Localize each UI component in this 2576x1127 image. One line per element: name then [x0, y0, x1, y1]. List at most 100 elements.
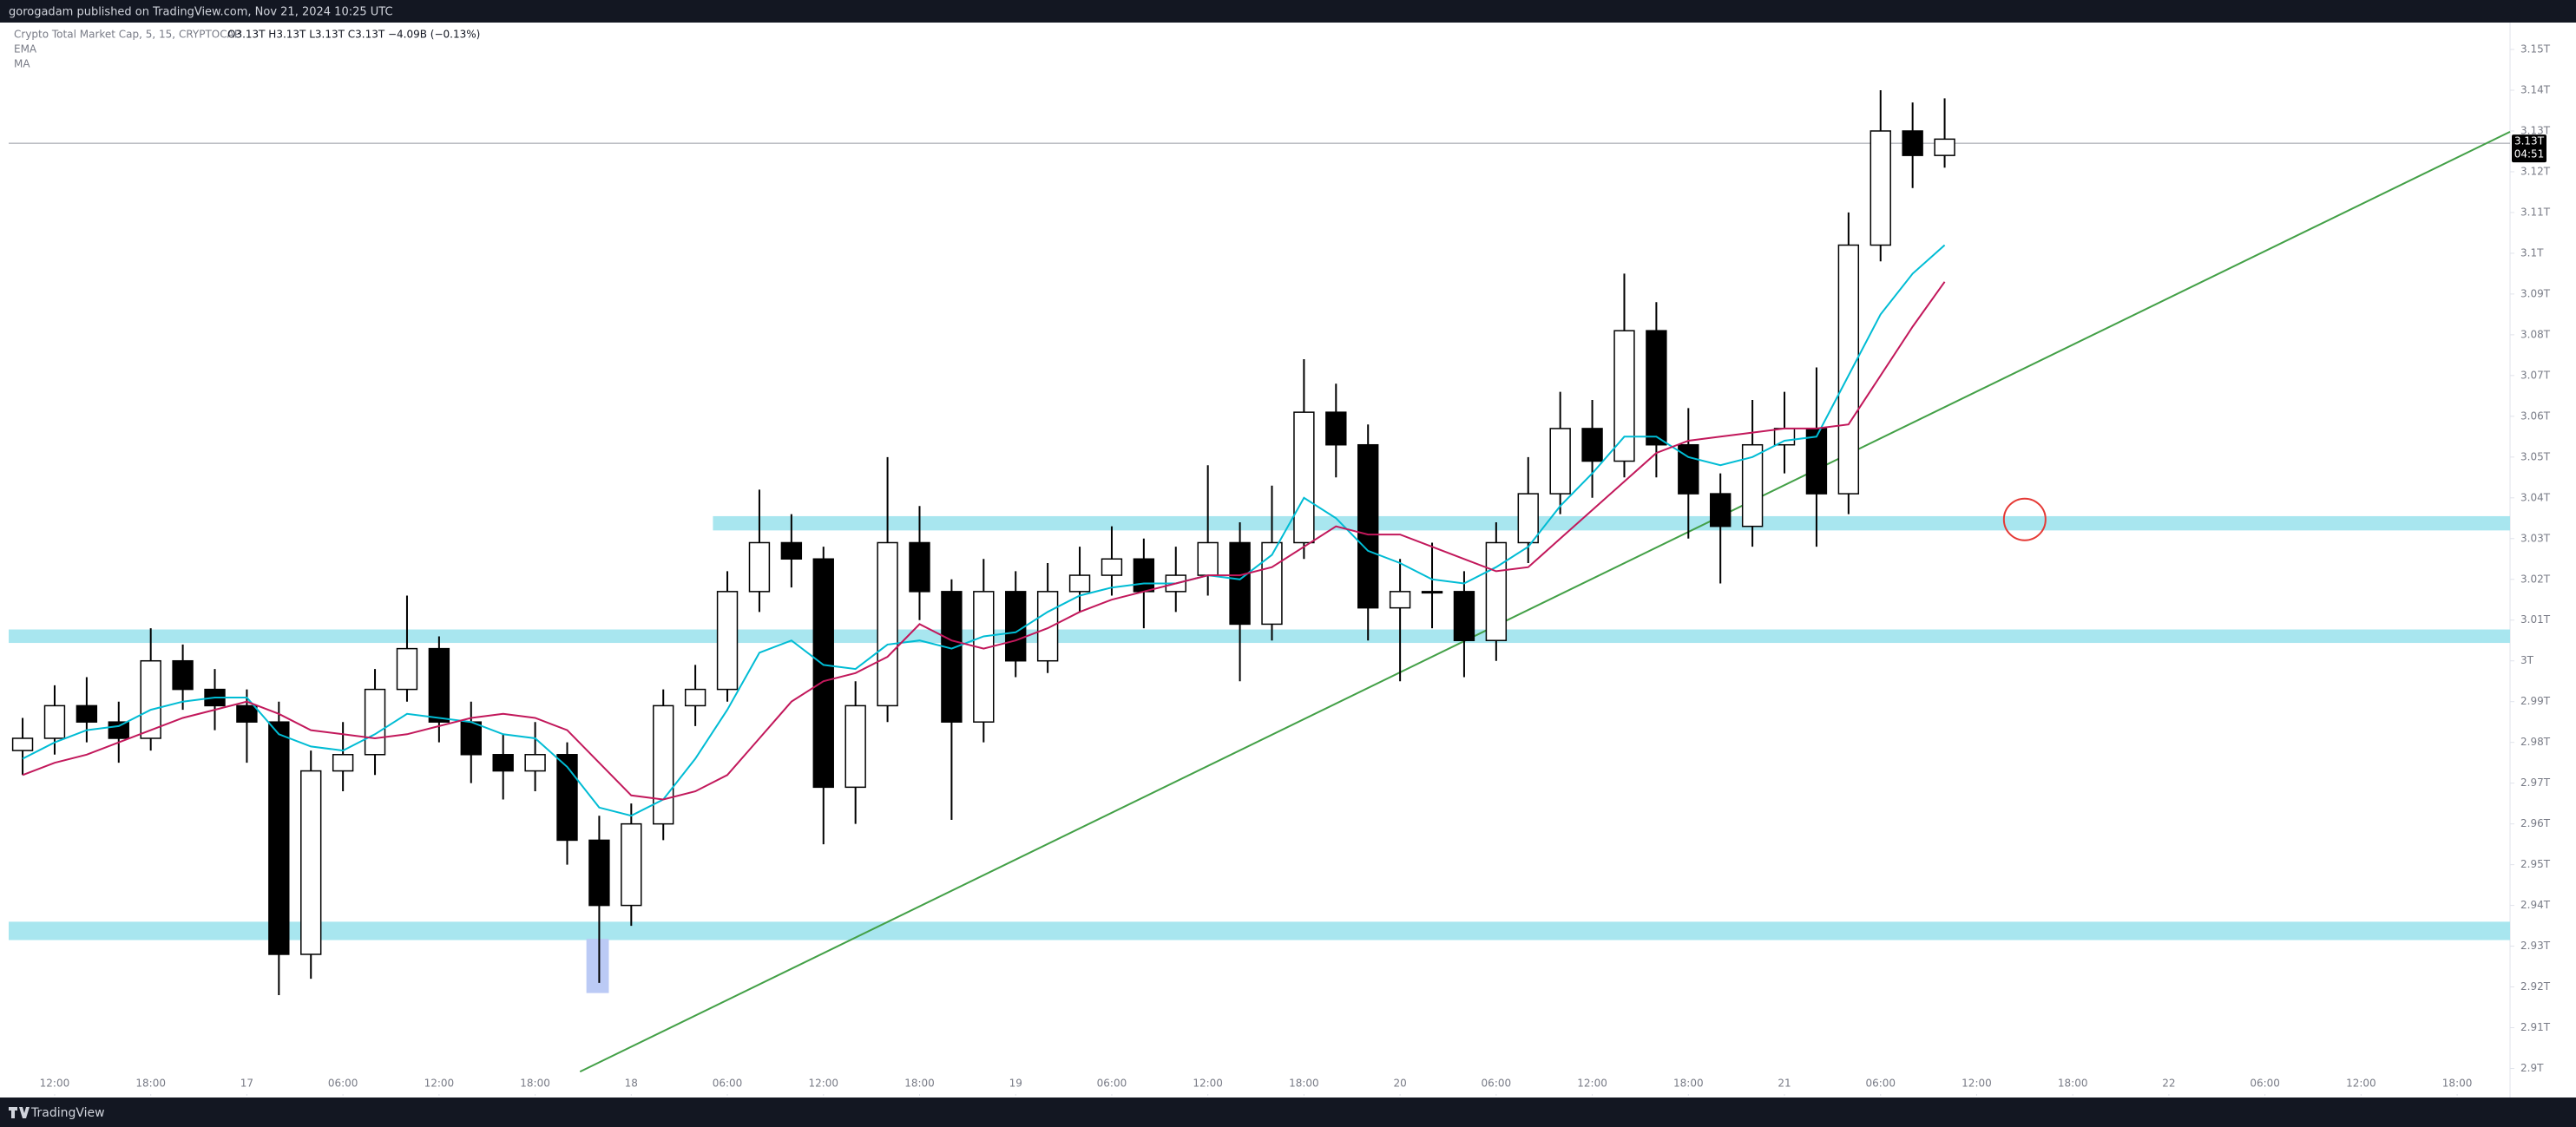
x-tick-label: 06:00: [328, 1078, 358, 1090]
legend-ema: EMA: [14, 43, 37, 56]
candle-body: [11, 737, 34, 751]
candle-body: [556, 754, 578, 842]
x-tick-label: 06:00: [2250, 1078, 2280, 1090]
candle-body: [1646, 330, 1667, 446]
y-tick-label: 3.1T: [2520, 246, 2544, 259]
y-tick-label: 3.11T: [2520, 206, 2551, 218]
candle-body: [1581, 428, 1603, 462]
logo-icon: [9, 1107, 30, 1118]
candle-body: [1710, 493, 1732, 527]
y-tick-label: 3.14T: [2520, 83, 2551, 95]
legend-ma: MA: [14, 58, 30, 70]
x-tick-label: 12:00: [1962, 1078, 1992, 1090]
candle-body: [1485, 541, 1508, 641]
y-tick-label: 3.03T: [2520, 532, 2551, 544]
x-tick-label: 18:00: [2058, 1078, 2088, 1090]
candle-body: [877, 541, 898, 707]
candle-body: [428, 647, 450, 723]
x-tick-label: 18:00: [2442, 1078, 2473, 1090]
candle-body: [332, 754, 354, 772]
candle-body: [524, 754, 546, 772]
plot: 2.9T 2.91T 2.92T 2.93T 2.94T 2.95T 2.96T 2.97T 2…: [9, 23, 2551, 1098]
x-tick-label: 06:00: [1097, 1078, 1127, 1090]
y-tick-label: 3.06T: [2520, 410, 2551, 422]
x-tick-label: 12:00: [40, 1078, 70, 1090]
x-tick-label: 18:00: [904, 1078, 935, 1090]
candle-body: [1325, 411, 1347, 446]
indicator-line: [22, 244, 1946, 817]
candle-body: [1934, 138, 1955, 156]
x-tick-label: 12:00: [1577, 1078, 1607, 1090]
candle-body: [460, 721, 482, 756]
candle-body: [1902, 130, 1923, 156]
candle-body: [1837, 244, 1860, 495]
candle-body: [588, 839, 610, 907]
candle-body: [844, 704, 866, 789]
y-tick-label: 3.07T: [2520, 369, 2551, 381]
symbol-title: Crypto Total Market Cap, 5, 15, CRYPTOCA…: [14, 29, 240, 41]
candle-body: [1293, 411, 1315, 544]
candle-body: [1421, 591, 1443, 594]
candle-body: [492, 754, 514, 772]
y-tick-label: 2.93T: [2520, 940, 2551, 952]
circle-marker: [2002, 497, 2047, 541]
y-tick-label: 3.08T: [2520, 328, 2551, 340]
candle-body: [941, 591, 963, 723]
y-tick-label: 3.12T: [2520, 165, 2551, 177]
y-tick-label: 2.97T: [2520, 776, 2551, 789]
x-tick-label: 12:00: [808, 1078, 838, 1090]
candle-body: [748, 541, 771, 593]
candle-body: [1229, 541, 1251, 626]
y-tick-label: 2.96T: [2520, 817, 2551, 829]
candle-body: [1133, 558, 1155, 593]
y-tick-label: 3.01T: [2520, 613, 2551, 626]
footer-logo: TradingView: [9, 1106, 105, 1120]
y-tick-label: 2.9T: [2520, 1062, 2544, 1074]
candle-body: [172, 659, 194, 691]
candle-body: [1678, 443, 1699, 495]
x-tick-label: 19: [1009, 1078, 1022, 1090]
candle-body: [1357, 443, 1379, 609]
candle-body: [1036, 591, 1059, 662]
footer-brand: TradingView: [30, 1106, 105, 1120]
ohlc-readout: O3.13T H3.13T L3.13T C3.13T −4.09B (−0.1…: [227, 29, 480, 41]
y-tick-label: 3.04T: [2520, 491, 2551, 503]
candle-body: [973, 591, 995, 723]
candle-body: [812, 558, 834, 789]
candle-body: [1101, 558, 1123, 576]
y-tick-label: 2.99T: [2520, 695, 2551, 707]
trendline: [579, 131, 2511, 1073]
candle-body: [1517, 493, 1539, 544]
support-zone: [713, 515, 2510, 531]
candle-body: [300, 770, 322, 955]
y-tick-label: 2.91T: [2520, 1021, 2551, 1033]
candle-body: [653, 704, 674, 825]
candle-body: [140, 659, 161, 739]
y-tick-label: 2.92T: [2520, 980, 2551, 993]
x-tick-label: 06:00: [1482, 1078, 1512, 1090]
y-tick-label: 2.98T: [2520, 736, 2551, 748]
y-tick-label: 2.94T: [2520, 899, 2551, 911]
candle-body: [268, 721, 290, 955]
candle-body: [1197, 541, 1219, 576]
candle-body: [1453, 591, 1475, 641]
candle-body: [621, 822, 642, 907]
x-tick-label: 06:00: [1865, 1078, 1896, 1090]
candle-body: [236, 704, 258, 723]
x-tick-label: 18:00: [1289, 1078, 1319, 1090]
published-note: gorogadam published on TradingView.com, …: [9, 6, 393, 19]
candle-body: [716, 591, 739, 691]
x-tick-label: 18: [625, 1078, 638, 1090]
last-price-box: [2512, 134, 2546, 163]
y-tick-label: 2.95T: [2520, 858, 2551, 870]
x-tick-label: 20: [1393, 1078, 1406, 1090]
countdown-label: 04:51: [2514, 148, 2545, 161]
x-tick-label: 06:00: [713, 1078, 743, 1090]
candle-body: [1741, 443, 1764, 527]
y-tick-label: 3.05T: [2520, 450, 2551, 462]
candle-body: [1549, 428, 1571, 495]
candle-body: [76, 704, 98, 723]
x-tick-label: 12:00: [2346, 1078, 2376, 1090]
last-price-label: 3.13T: [2514, 135, 2545, 147]
